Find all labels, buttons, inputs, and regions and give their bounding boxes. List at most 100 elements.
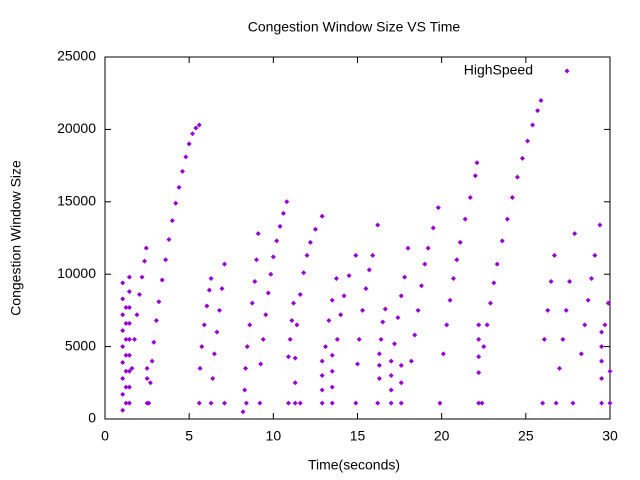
point xyxy=(504,216,510,222)
point xyxy=(487,300,493,306)
point xyxy=(277,223,283,229)
point xyxy=(548,278,554,284)
point xyxy=(123,336,129,342)
point xyxy=(588,276,594,282)
point xyxy=(557,365,562,371)
point xyxy=(258,361,264,367)
point xyxy=(398,362,404,368)
point xyxy=(329,297,335,303)
point xyxy=(197,365,203,371)
point xyxy=(585,297,591,303)
point xyxy=(341,293,347,299)
point xyxy=(120,407,126,413)
point xyxy=(398,380,404,386)
x-tick-label: 20 xyxy=(434,428,450,444)
point xyxy=(560,336,566,342)
point xyxy=(430,225,436,231)
point xyxy=(402,274,408,280)
point xyxy=(395,315,401,321)
point xyxy=(491,280,497,286)
point xyxy=(289,318,295,324)
point xyxy=(440,351,446,357)
point xyxy=(476,354,482,360)
point xyxy=(563,307,569,313)
point xyxy=(143,245,149,251)
point xyxy=(292,400,298,406)
point xyxy=(551,252,557,258)
point xyxy=(120,312,126,318)
point xyxy=(123,368,129,374)
point xyxy=(176,184,182,190)
point xyxy=(509,194,515,200)
point xyxy=(530,122,536,128)
point xyxy=(474,160,480,166)
point xyxy=(190,131,196,137)
point xyxy=(240,409,246,415)
point xyxy=(334,336,340,342)
point xyxy=(252,278,258,284)
point xyxy=(370,252,376,258)
point xyxy=(222,400,228,406)
point xyxy=(285,354,291,360)
point xyxy=(535,108,541,114)
point xyxy=(257,400,263,406)
x-tick-label: 5 xyxy=(185,428,193,444)
point xyxy=(123,305,129,311)
point xyxy=(291,300,297,306)
point xyxy=(323,344,329,350)
point xyxy=(123,400,129,406)
point xyxy=(120,328,126,334)
point xyxy=(196,122,202,128)
point xyxy=(454,257,460,263)
point xyxy=(380,319,386,325)
point xyxy=(607,368,613,374)
point xyxy=(312,226,318,232)
point xyxy=(319,373,325,379)
point xyxy=(572,231,578,237)
point xyxy=(280,210,286,216)
point xyxy=(462,216,468,222)
point xyxy=(153,318,159,324)
point xyxy=(476,370,482,376)
x-tick-label: 15 xyxy=(350,428,366,444)
point xyxy=(472,173,478,179)
point xyxy=(163,257,169,263)
point xyxy=(183,154,189,160)
point xyxy=(599,329,605,335)
point xyxy=(338,312,344,318)
point xyxy=(329,368,335,374)
point xyxy=(204,303,210,309)
point xyxy=(139,274,145,280)
point xyxy=(294,322,300,328)
point xyxy=(605,300,611,306)
point xyxy=(126,336,132,342)
point xyxy=(538,97,544,103)
point xyxy=(274,238,280,244)
point xyxy=(196,400,202,406)
point xyxy=(211,351,217,357)
point xyxy=(201,322,207,328)
point xyxy=(388,400,394,406)
point xyxy=(243,365,249,371)
point xyxy=(255,231,261,237)
point xyxy=(412,332,418,338)
point xyxy=(392,341,398,347)
point xyxy=(408,358,414,364)
point xyxy=(284,199,290,205)
point xyxy=(270,254,276,260)
point xyxy=(123,352,129,358)
point xyxy=(578,351,584,357)
point xyxy=(208,400,214,406)
point xyxy=(137,291,143,297)
point xyxy=(353,400,359,406)
point xyxy=(444,322,450,328)
point xyxy=(378,336,384,342)
point xyxy=(481,344,487,350)
point xyxy=(131,336,137,342)
point xyxy=(525,138,531,144)
point xyxy=(254,257,259,263)
point xyxy=(346,273,352,279)
